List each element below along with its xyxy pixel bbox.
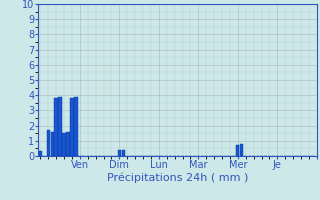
X-axis label: Précipitations 24h ( mm ): Précipitations 24h ( mm ) <box>107 173 248 183</box>
Bar <box>51 132 54 156</box>
Bar <box>74 97 77 156</box>
Bar <box>70 98 74 156</box>
Bar <box>62 133 66 156</box>
Bar <box>59 97 62 156</box>
Bar <box>39 151 42 156</box>
Bar <box>54 98 58 156</box>
Bar <box>47 130 50 156</box>
Bar <box>122 150 125 156</box>
Bar <box>240 144 244 156</box>
Bar <box>118 150 121 156</box>
Bar <box>66 132 70 156</box>
Bar <box>236 145 239 156</box>
